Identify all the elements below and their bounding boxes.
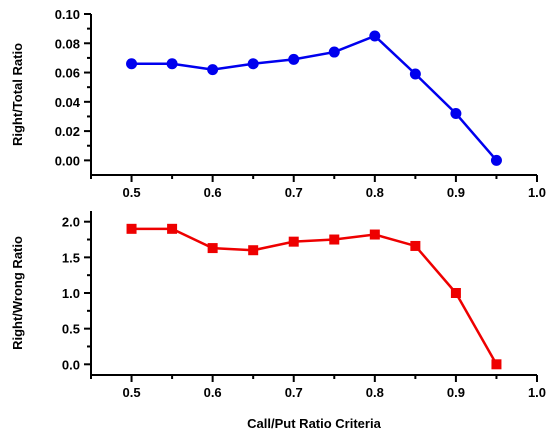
y-tick-label: 0.06 [55, 66, 80, 81]
data-point-marker [410, 240, 421, 251]
y-tick-label: 2.0 [62, 215, 80, 230]
x-tick-label: 0.6 [204, 385, 222, 400]
data-point-marker [126, 223, 137, 234]
data-point-marker [329, 234, 340, 245]
data-point-marker [490, 154, 502, 166]
panel-right-total-ratio: 0.5 0.6 0.7 0.8 0.9 1.0 0.00 0.02 0.04 0.06 0.08 0.… [10, 7, 546, 200]
x-tick-label: 1.0 [528, 385, 546, 400]
y-tick-label: 0.04 [55, 95, 81, 110]
x-tick-label: 0.6 [204, 185, 222, 200]
x-tick-label: 0.7 [285, 385, 303, 400]
y-tick-label: 0.02 [55, 124, 80, 139]
data-point-marker [166, 58, 178, 70]
x-tick-label: 0.8 [366, 185, 384, 200]
panel-right-wrong-ratio: 0.5 0.6 0.7 0.8 0.9 1.0 0.0 0.5 1.0 1.5 2.0 Right/W… [10, 211, 546, 431]
data-point-marker [248, 245, 259, 256]
x-tick-label: 0.7 [285, 185, 303, 200]
series-line [131, 34, 498, 162]
data-point-marker [409, 68, 421, 80]
data-point-marker [288, 53, 300, 65]
data-point-marker [450, 108, 462, 120]
y-tick-label: 0.5 [62, 322, 80, 337]
y-tick-label: 0.08 [55, 36, 80, 51]
x-tick-label: 1.0 [528, 185, 546, 200]
data-point-marker [369, 30, 381, 42]
data-point-marker [328, 46, 340, 58]
x-tick-label: 0.8 [366, 385, 384, 400]
y-tick-label: 0.10 [55, 7, 80, 22]
data-point-marker [207, 243, 218, 254]
data-point-marker [167, 223, 178, 234]
x-tick-label: 0.9 [447, 185, 465, 200]
data-point-marker [247, 58, 259, 70]
y-tick-label: 0.0 [62, 357, 80, 372]
x-axis-label: Call/Put Ratio Criteria [247, 416, 381, 431]
y-axis-label: Right/Total Ratio [10, 43, 25, 146]
y-tick-label: 1.5 [62, 250, 80, 265]
x-tick-label: 0.5 [123, 385, 141, 400]
data-point-marker [491, 359, 502, 370]
data-point-marker [126, 58, 138, 70]
data-point-marker [288, 236, 299, 247]
x-tick-label: 0.5 [123, 185, 141, 200]
data-point-marker [207, 64, 219, 76]
series-line [131, 227, 498, 365]
data-point-marker [450, 288, 461, 298]
data-point-marker [369, 229, 380, 240]
x-tick-label: 0.9 [447, 385, 465, 400]
y-axis-label: Right/Wrong Ratio [10, 236, 25, 350]
y-tick-label: 0.00 [55, 153, 80, 168]
y-tick-label: 1.0 [62, 286, 80, 301]
